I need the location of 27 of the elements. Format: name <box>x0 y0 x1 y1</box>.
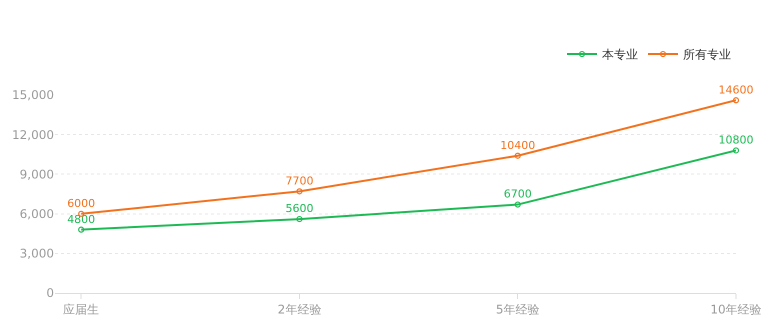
point <box>732 147 740 154</box>
x-tick-label: 5年经验 <box>496 302 540 316</box>
y-tick-label: 3,000 <box>20 246 54 261</box>
y-tick-label: 12,000 <box>12 128 54 142</box>
y-tick-label: 0 <box>46 286 54 300</box>
legend-label: 所有专业 <box>683 48 731 62</box>
x-tick-label: 10年经验 <box>710 302 762 316</box>
legend-label: 本专业 <box>602 48 638 62</box>
point <box>732 97 740 104</box>
x-tick-label: 应届生 <box>63 302 100 316</box>
y-tick-label: 9,000 <box>20 167 54 182</box>
point <box>296 216 303 222</box>
data-label: 6700 <box>504 188 532 201</box>
data-label: 10800 <box>718 134 754 147</box>
point <box>296 188 303 194</box>
data-label: 7700 <box>285 174 314 188</box>
data-label: 4800 <box>67 212 96 226</box>
y-tick-label: 6,000 <box>20 207 54 221</box>
point <box>514 201 521 208</box>
y-tick-label: 15,000 <box>12 88 54 102</box>
data-label: 5600 <box>285 202 314 216</box>
point <box>78 226 84 233</box>
x-tick-label: 2年经验 <box>278 302 322 316</box>
data-label: 6000 <box>67 196 96 210</box>
point <box>514 152 521 159</box>
data-label: 14600 <box>718 83 754 96</box>
data-label: 10400 <box>500 138 536 152</box>
